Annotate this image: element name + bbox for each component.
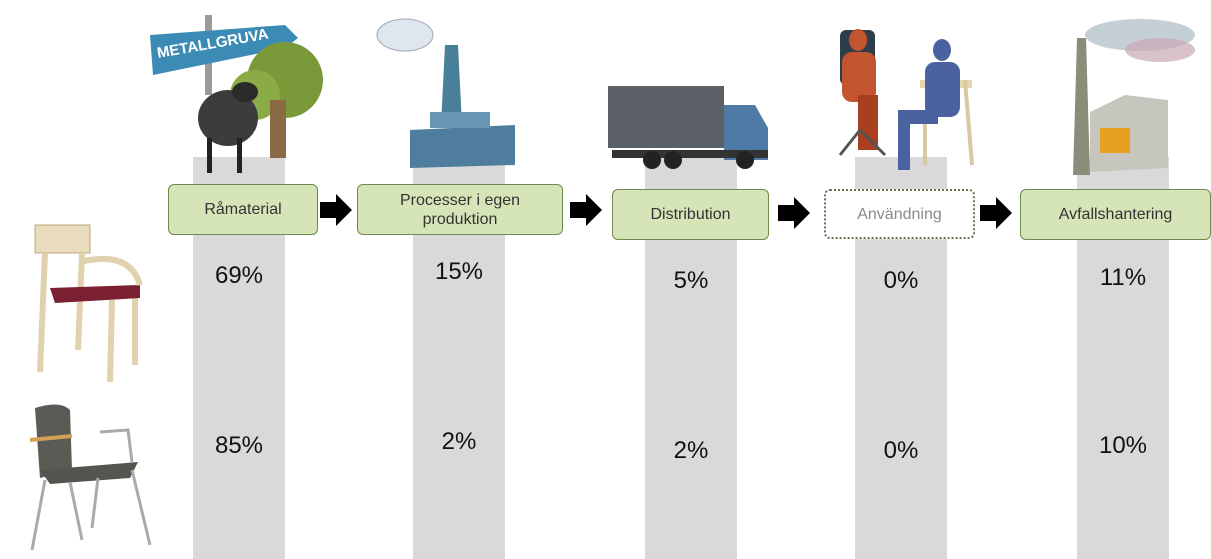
stage-box: Processer i egen produktion <box>357 184 563 235</box>
arrows <box>320 194 1012 229</box>
raw-material-icon: METALLGRUVA <box>150 15 323 173</box>
stage-box: Råmaterial <box>168 184 318 235</box>
stage-box: Användning <box>824 189 975 239</box>
percent: 5% <box>673 267 709 294</box>
arrow <box>778 197 810 229</box>
chair-wood-icon <box>34 224 143 383</box>
percent: 0% <box>883 437 919 464</box>
percent: 2% <box>673 437 709 464</box>
stage-box: Distribution <box>612 189 769 240</box>
percent: 10% <box>1098 432 1148 459</box>
percent: 2% <box>441 428 477 455</box>
truck-icon <box>608 86 768 169</box>
arrow <box>570 194 602 226</box>
factory-icon <box>376 18 515 168</box>
use-icon <box>838 29 974 170</box>
percent: 85% <box>214 432 264 459</box>
waste-icon <box>1073 19 1195 175</box>
percent: 0% <box>883 267 919 294</box>
stage-box: Avfallshantering <box>1020 189 1211 240</box>
arrow <box>320 194 352 226</box>
arrow <box>980 197 1012 229</box>
percent: 69% <box>214 262 264 289</box>
chair-metal-icon <box>29 404 152 551</box>
percent: 15% <box>434 258 484 285</box>
percent: 11% <box>1099 264 1147 291</box>
